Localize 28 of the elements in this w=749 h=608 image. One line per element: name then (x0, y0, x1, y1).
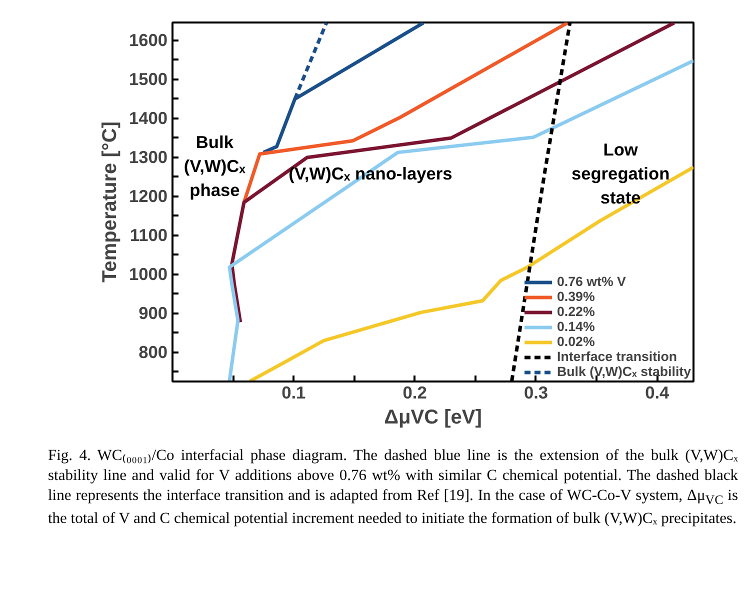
y-tick-label: 1200 (128, 186, 168, 206)
legend-label: 0.02% (557, 334, 595, 349)
y-axis-title: Temperature [°C] (98, 121, 121, 282)
annotation: Bulk (V,W)Cₓ phase (184, 132, 246, 200)
y-tick-label: 1400 (128, 108, 168, 128)
legend-label: Interface transition (557, 349, 677, 364)
x-tick-label: 0.2 (402, 382, 427, 402)
legend-label: 0.22% (557, 304, 595, 319)
annotation: Low segregation state (571, 139, 670, 208)
caption: Fig. 4. WC₍₀₀₀₁₎/Co interfacial phase diagram. The dashed blue line is the extension of the bulk (V,W)Cₓ stability line and valid for V additions above 0.76 wt% with similar C chemical potential. The dashed black line represents the interface transition and is adapted from Ref [19]. In the case of WC-Co-V system, Δμ$_{VC}$ is the total of V and C chemical potential increment needed to initiate the formation of bulk (V,W)Cₓ precipitates. (48, 446, 738, 530)
x-tick-label: 0.4 (645, 382, 670, 402)
y-tick-label: 1500 (128, 69, 168, 90)
y-tick-label: 900 (138, 303, 168, 324)
legend-label: 0.76 wt% V (557, 274, 626, 289)
y-tick-label: 1100 (130, 225, 168, 246)
x-axis-title: ΔμVC [eV] (384, 406, 482, 428)
line-series (248, 166, 694, 382)
y-tick-label: 1600 (128, 30, 168, 50)
legend-label: 0.39% (557, 289, 595, 304)
annotation: (V,W)Cₓ nano-layers (288, 163, 452, 184)
line-series (262, 22, 426, 154)
y-tick-label: 1000 (128, 264, 168, 284)
y-tick-label: 1300 (128, 147, 168, 168)
x-tick-label: 0.3 (524, 382, 548, 402)
legend-label: 0.14% (557, 319, 595, 334)
x-tick-label: 0.1 (282, 382, 306, 402)
legend-label: Bulk (V,W)Cₓ stability (557, 364, 691, 379)
y-tick-label: 800 (138, 342, 168, 362)
